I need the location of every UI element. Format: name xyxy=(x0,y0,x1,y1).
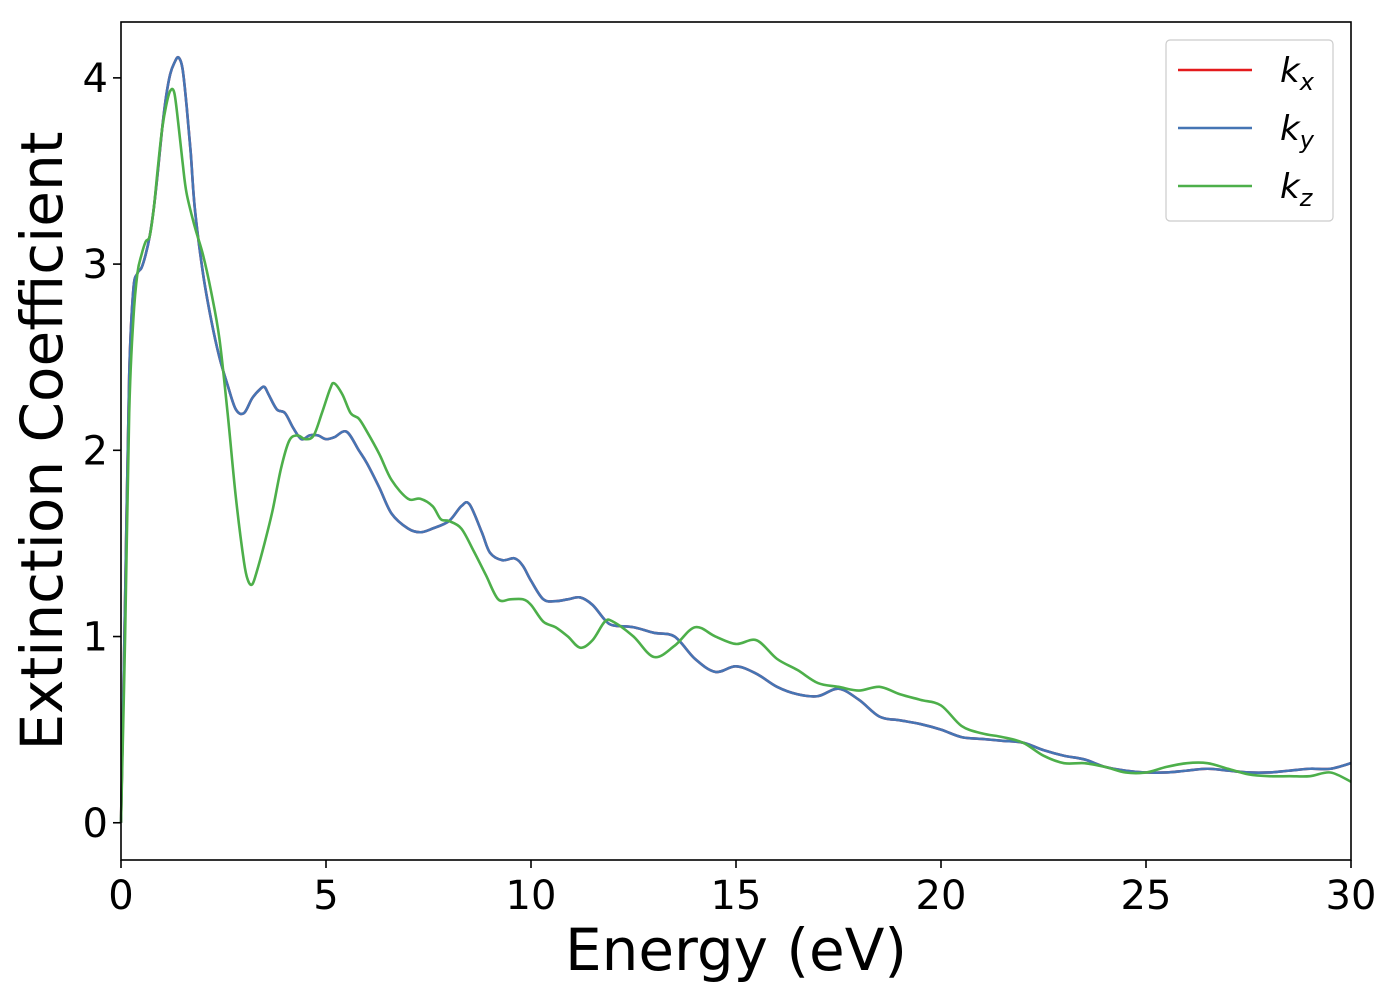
plot-area-background xyxy=(121,22,1351,860)
legend-label-subscript: z xyxy=(1299,184,1314,212)
y-tick-label: 3 xyxy=(83,242,108,288)
x-tick-label: 10 xyxy=(506,873,557,919)
legend-label-ky: ky xyxy=(1280,109,1315,154)
x-axis-ticks: 0 5 10 15 20 25 30 xyxy=(108,860,1376,919)
x-tick-label: 30 xyxy=(1326,873,1377,919)
x-tick-label: 0 xyxy=(108,873,133,919)
y-tick-label: 2 xyxy=(83,428,108,474)
x-tick-label: 20 xyxy=(916,873,967,919)
y-tick-label: 1 xyxy=(83,615,108,661)
x-tick-label: 25 xyxy=(1121,873,1172,919)
legend-box xyxy=(1165,39,1334,222)
y-tick-label: 0 xyxy=(83,801,108,847)
x-axis-label: Energy (eV) xyxy=(565,916,907,984)
y-axis-ticks: 0 1 2 3 4 xyxy=(83,56,121,847)
legend-label-kx: kx xyxy=(1280,51,1315,96)
legend-label-subscript: y xyxy=(1299,126,1315,154)
legend-label-kz: kz xyxy=(1280,167,1314,212)
legend-label-base: k xyxy=(1280,167,1301,207)
series-line-kz xyxy=(119,87,1352,823)
legend-label-base: k xyxy=(1280,109,1301,149)
legend-label-base: k xyxy=(1280,51,1301,91)
x-tick-label: 5 xyxy=(313,873,338,919)
x-tick-label: 15 xyxy=(711,873,762,919)
y-axis-label: Extinction Coefficient xyxy=(8,132,76,751)
legend-label-subscript: x xyxy=(1299,68,1315,96)
series-layer xyxy=(119,55,1352,823)
y-tick-label: 4 xyxy=(83,56,108,102)
